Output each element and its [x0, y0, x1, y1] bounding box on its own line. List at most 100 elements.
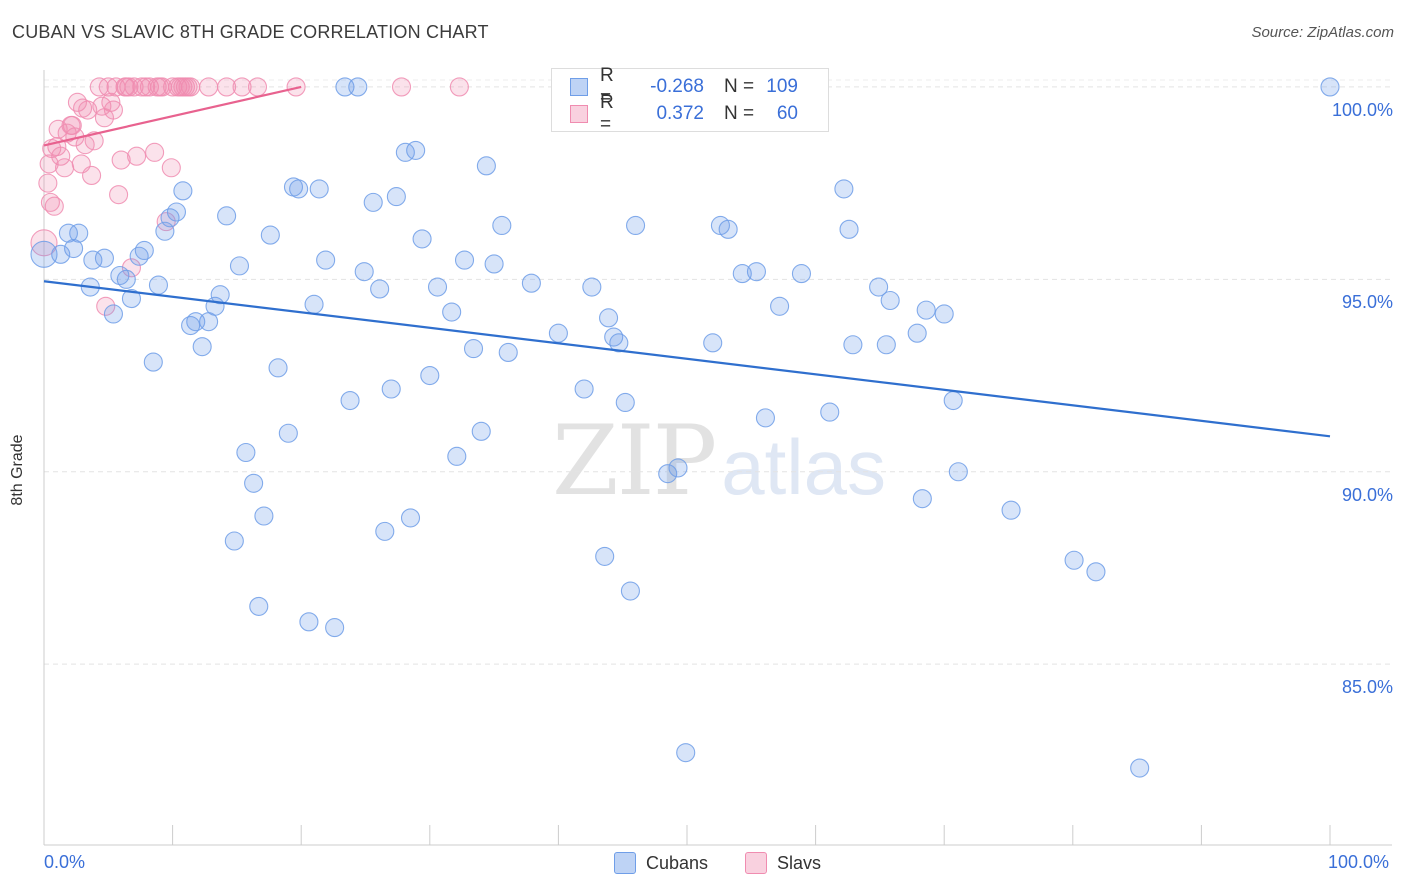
cuban-point: [412, 229, 432, 249]
cuban-point: [521, 273, 541, 293]
slavic-point: [247, 77, 268, 97]
cuban-point: [907, 323, 927, 343]
cuban-point: [316, 250, 336, 270]
cuban-point: [254, 506, 274, 526]
cuban-point: [375, 521, 395, 541]
cuban-point: [876, 335, 896, 355]
cuban-point: [83, 250, 103, 270]
slavic-point: [286, 77, 306, 97]
slavic-point: [40, 192, 60, 212]
legend-n-label: N =: [724, 76, 755, 97]
cuban-point: [615, 392, 635, 413]
y-tick-label: 95.0%: [1341, 292, 1393, 313]
cuban-point: [916, 300, 936, 320]
slavic-point: [39, 154, 59, 174]
cuban-point: [143, 352, 163, 372]
bottom-legend-cubans: Cubans: [614, 852, 708, 874]
trend-lines: [43, 85, 1331, 438]
y-tick-label: 85.0%: [1341, 677, 1393, 698]
legend-r-label: R =: [600, 92, 614, 135]
cuban-point: [354, 262, 374, 282]
slavic-point: [178, 77, 198, 97]
cuban-point: [869, 277, 889, 297]
slavic-point: [96, 296, 116, 316]
cuban-point: [676, 743, 696, 763]
cuban-point: [912, 489, 932, 509]
cuban-point: [249, 596, 269, 616]
x-tick-label-max: 100.0%: [1328, 852, 1390, 872]
slavic-point: [127, 146, 147, 166]
watermark-atlas: atlas: [721, 423, 886, 511]
slavic-point: [449, 77, 469, 97]
cuban-point: [454, 250, 475, 270]
cuban-point: [599, 308, 619, 328]
cuban-point: [129, 246, 149, 266]
slavic-point: [62, 115, 82, 135]
bottom-legend-slavs: Slavs: [745, 852, 821, 874]
y-tick-label: 90.0%: [1341, 484, 1393, 505]
cuban-point: [484, 254, 504, 274]
slavic-point: [82, 165, 102, 185]
cuban-point: [148, 275, 169, 295]
slavic-point: [51, 146, 71, 166]
slavs-points: [30, 77, 469, 316]
legend-n-label: N =: [724, 103, 755, 124]
cuban-point: [299, 612, 319, 632]
cuban-point: [427, 277, 448, 297]
legend-swatch-slavs: [570, 105, 588, 123]
cuban-point: [658, 464, 678, 484]
cuban-point: [1130, 758, 1150, 778]
cuban-point: [609, 333, 629, 353]
legend: R = -0.268 N = 109 R = 0.372 N = 60: [551, 65, 829, 135]
slavic-point: [84, 131, 104, 151]
chart-source: Source: ZipAtlas.com: [1251, 24, 1394, 41]
slavic-point: [55, 158, 75, 178]
cuban-point: [51, 244, 71, 264]
cuban-point: [620, 581, 640, 601]
cuban-point: [604, 327, 624, 347]
cuban-point: [943, 391, 963, 411]
watermark-zip: ZIP: [552, 405, 717, 517]
cuban-point: [94, 248, 114, 268]
slavic-point: [121, 258, 141, 278]
cuban-point: [64, 239, 84, 259]
axes: [43, 70, 1392, 846]
cuban-point: [595, 546, 615, 566]
cuban-point: [498, 342, 518, 363]
cuban-point: [400, 508, 421, 528]
slavic-point: [170, 77, 190, 97]
cuban-point: [839, 219, 859, 239]
legend-row-cubans: R = -0.268 N = 109: [570, 65, 798, 108]
cubans-points: [30, 77, 1340, 778]
cuban-point: [471, 421, 491, 441]
cuban-point: [244, 473, 264, 493]
cuban-point: [582, 277, 602, 297]
cuban-point: [58, 223, 78, 243]
legend-r-value: 0.372: [656, 103, 704, 124]
bottom-legend: Cubans Slavs: [0, 852, 1406, 876]
cuban-point: [229, 256, 250, 276]
cuban-point: [224, 531, 244, 551]
bottom-legend-swatch-slavs: [745, 852, 767, 874]
cuban-point: [442, 302, 462, 322]
y-tick-label: 100.0%: [1331, 99, 1393, 120]
slavic-point: [101, 92, 121, 112]
cuban-point: [278, 423, 298, 443]
cuban-point: [463, 339, 484, 359]
slavic-point: [73, 98, 93, 118]
cuban-point: [770, 296, 790, 316]
cuban-point: [173, 181, 193, 201]
cuban-point: [348, 77, 368, 97]
cuban-point: [103, 304, 123, 324]
slavic-point: [30, 229, 58, 257]
cuban-point: [406, 140, 426, 160]
cuban-point: [843, 335, 863, 355]
slavic-point: [38, 173, 58, 193]
legend-row-slavs: R = 0.372 N = 60: [570, 92, 798, 135]
cuban-point: [746, 262, 766, 282]
cuban-point: [210, 285, 230, 305]
cuban-point: [880, 290, 900, 311]
slavic-point: [44, 196, 64, 216]
cuban-point: [121, 289, 141, 309]
slavic-point: [111, 150, 131, 170]
